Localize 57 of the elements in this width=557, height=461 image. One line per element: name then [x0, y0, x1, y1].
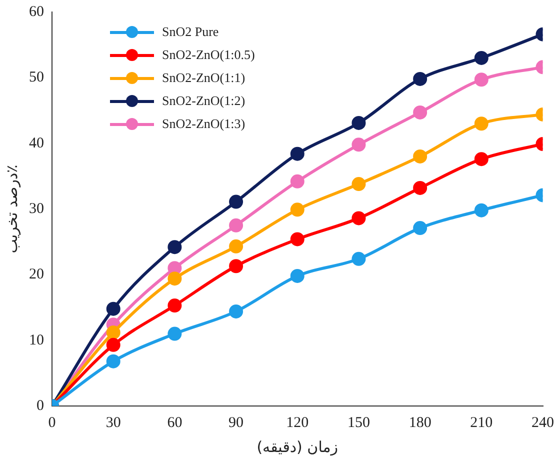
- point: [413, 105, 428, 120]
- x-tick-label: 60: [167, 414, 182, 431]
- legend-label: SnO2-ZnO(1:1): [162, 70, 246, 86]
- point: [229, 194, 244, 209]
- x-axis-title: زمان (دقیقه): [256, 438, 338, 456]
- point: [413, 221, 428, 236]
- point: [352, 211, 366, 226]
- point: [352, 252, 366, 266]
- legend-label: SnO2 Pure: [162, 24, 219, 40]
- point: [106, 325, 120, 340]
- y-tick-label: 10: [29, 332, 44, 348]
- point: [168, 261, 182, 276]
- point: [290, 202, 304, 217]
- x-tick-label: 30: [106, 414, 121, 431]
- point: [474, 203, 488, 218]
- legend-label: SnO2-ZnO(1:0.5): [162, 46, 255, 62]
- point: [106, 302, 120, 316]
- y-tick-label: 60: [29, 4, 44, 20]
- point: [474, 50, 488, 65]
- point: [168, 240, 182, 254]
- point: [229, 304, 244, 318]
- point: [290, 232, 304, 246]
- point: [352, 138, 366, 152]
- point: [352, 177, 366, 192]
- point: [106, 354, 120, 368]
- x-tick-label: 0: [48, 414, 56, 431]
- y-tick-label: 50: [29, 70, 44, 86]
- y-tick-label: 40: [29, 135, 44, 152]
- point: [290, 146, 304, 161]
- point: [229, 239, 244, 254]
- x-tick-label: 210: [470, 414, 493, 431]
- point: [474, 152, 488, 166]
- y-tick-label: 0: [36, 398, 44, 414]
- x-tick-label: 90: [228, 414, 244, 431]
- point: [352, 116, 366, 130]
- point: [229, 259, 244, 274]
- point: [168, 326, 182, 341]
- x-tick-label: 120: [286, 414, 309, 431]
- point: [168, 298, 182, 313]
- point: [229, 218, 244, 232]
- y-tick-label: 20: [29, 266, 44, 283]
- point: [474, 116, 488, 131]
- y-tick-label: 30: [29, 200, 44, 217]
- point: [290, 268, 304, 283]
- legend-label: SnO2-ZnO(1:3): [162, 116, 246, 132]
- x-tick-label: 150: [347, 414, 370, 431]
- point: [413, 180, 428, 195]
- y-axis-title: درصد تخریب٪: [2, 164, 21, 254]
- point: [474, 72, 488, 87]
- point: [413, 72, 428, 86]
- point: [290, 174, 304, 188]
- point: [106, 338, 120, 352]
- legend-label: SnO2-ZnO(1:2): [162, 92, 246, 108]
- point: [413, 149, 428, 164]
- x-tick-label: 240: [532, 414, 554, 431]
- x-tick-label: 180: [408, 414, 432, 431]
- point: [168, 272, 182, 286]
